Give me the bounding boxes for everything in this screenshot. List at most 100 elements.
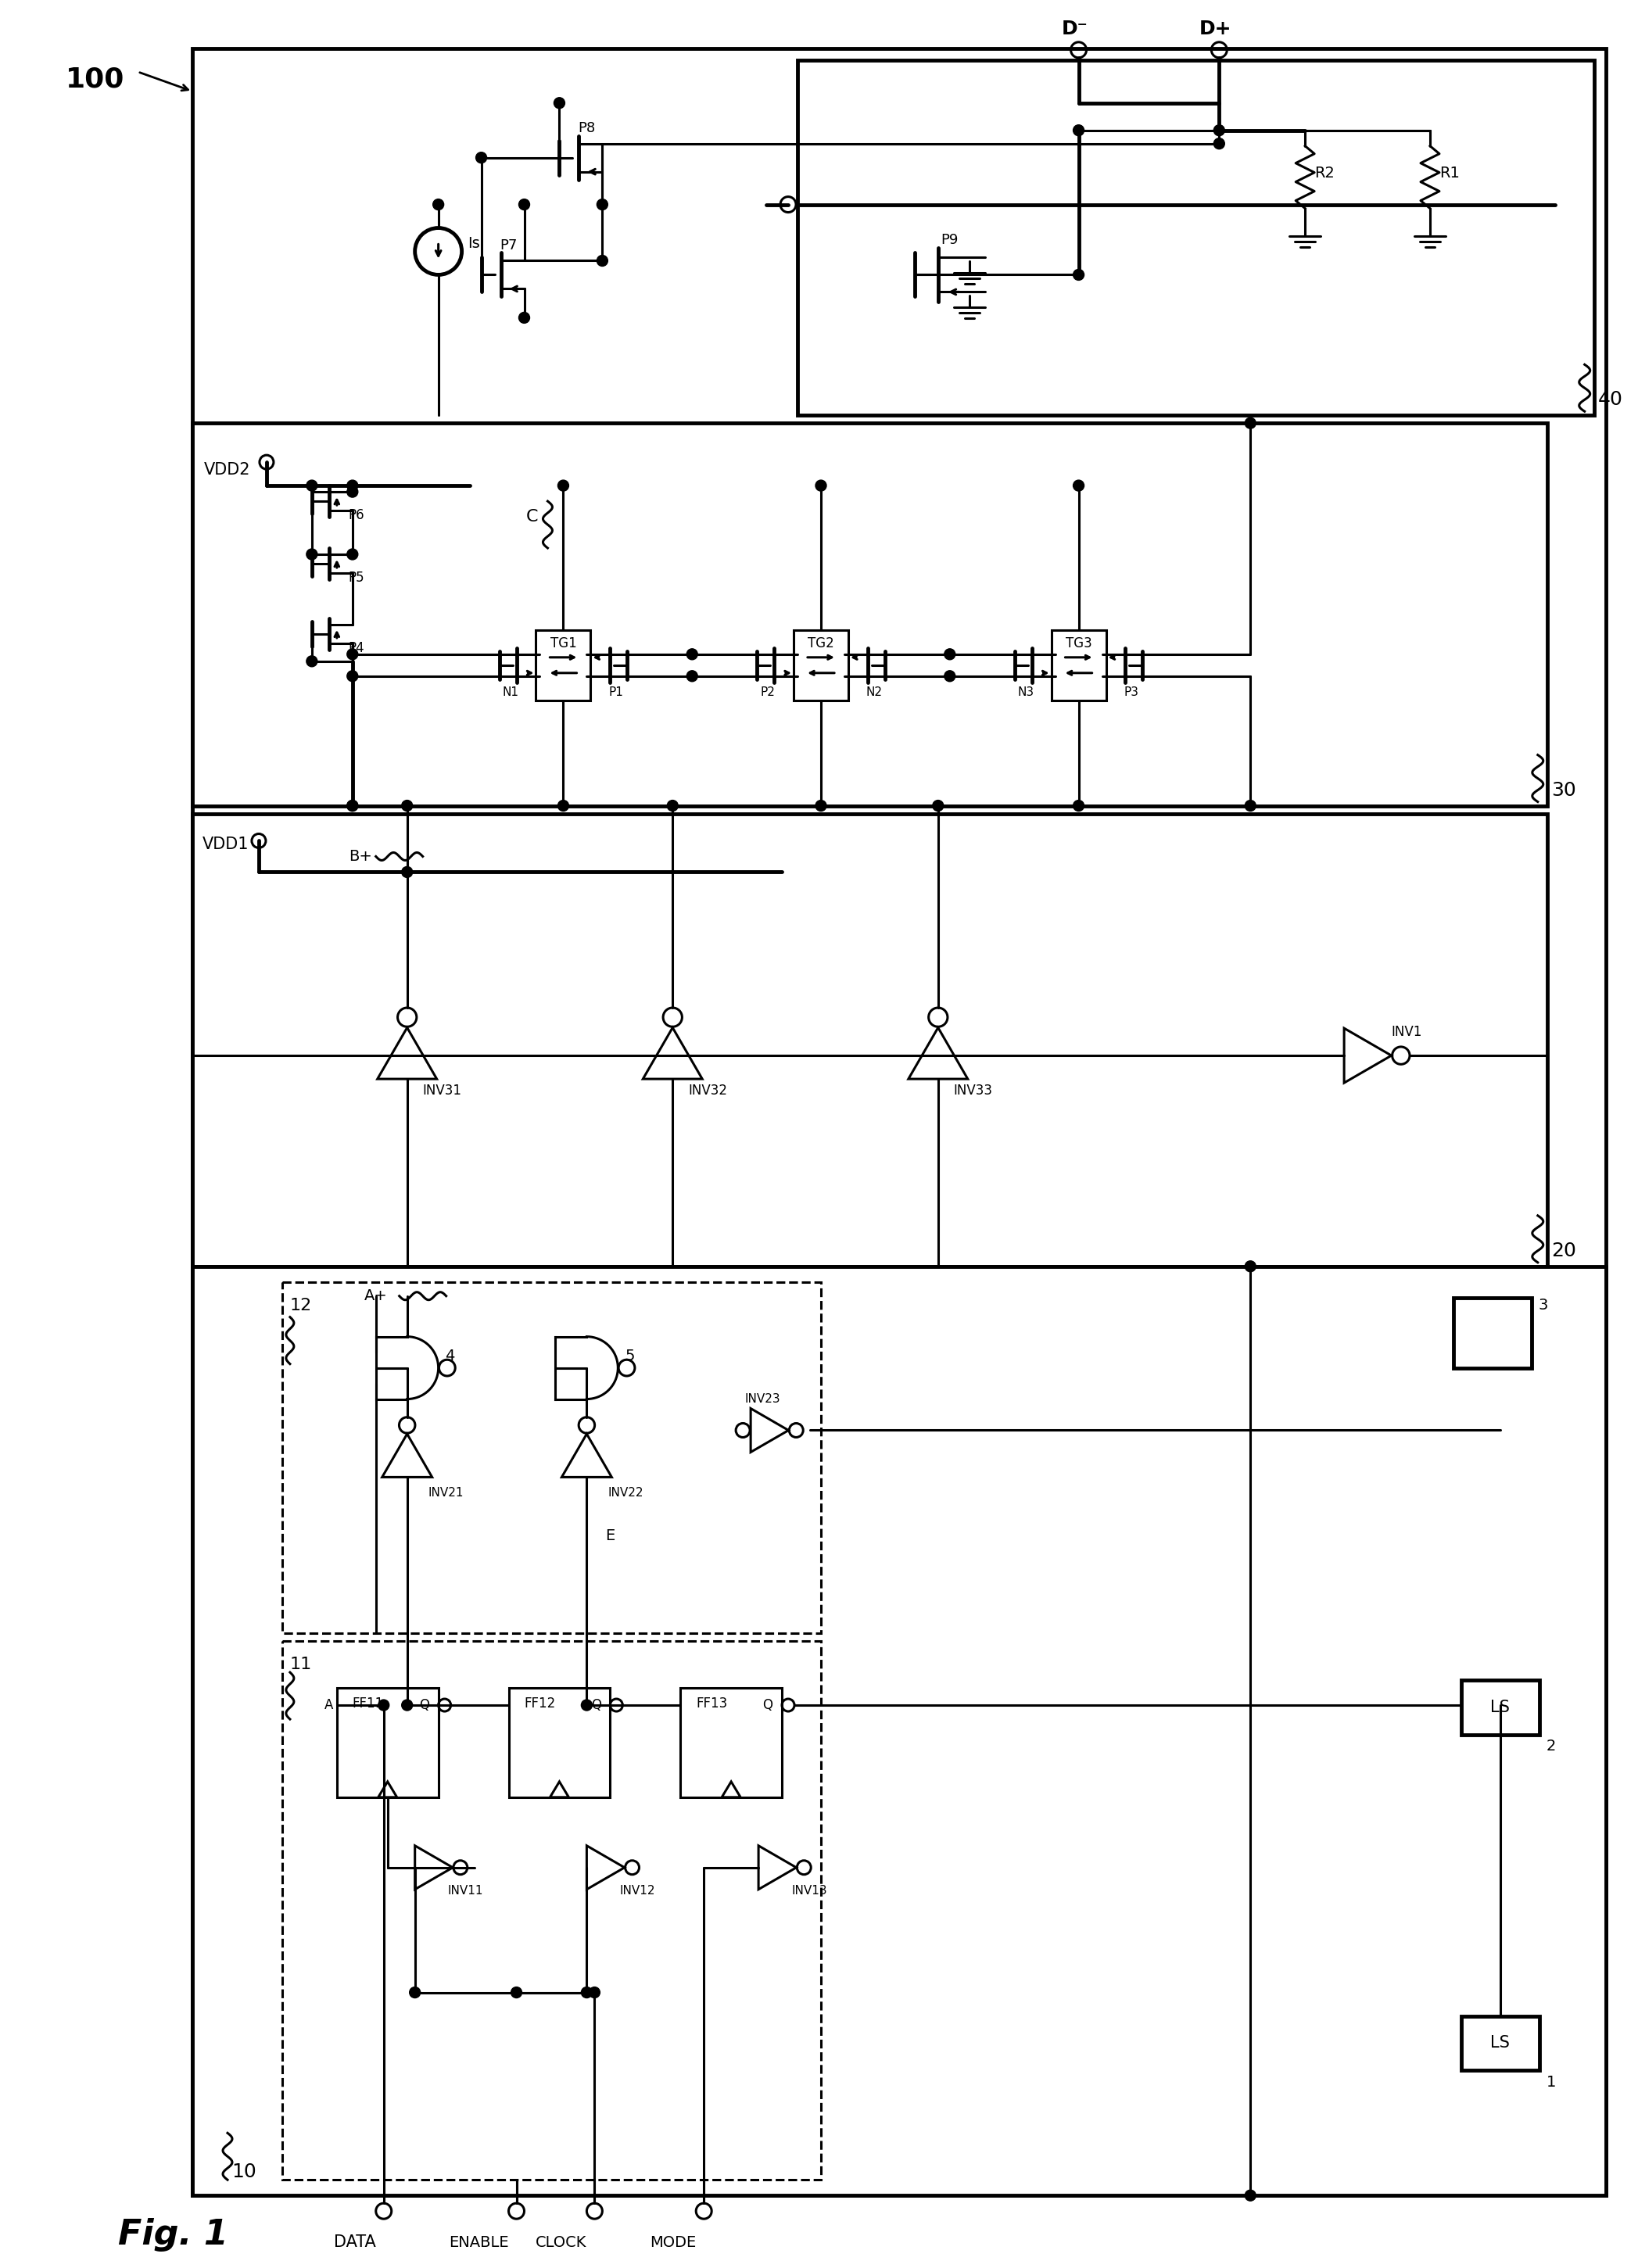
- Circle shape: [410, 1987, 421, 1998]
- Circle shape: [559, 481, 568, 492]
- Circle shape: [1245, 2191, 1256, 2200]
- Text: D⁻: D⁻: [1061, 20, 1088, 39]
- Circle shape: [306, 549, 318, 560]
- Text: INV1: INV1: [1391, 1025, 1422, 1039]
- Circle shape: [816, 801, 827, 812]
- Bar: [509, 1687, 609, 1796]
- Bar: [1461, 1681, 1540, 1735]
- Circle shape: [1214, 138, 1225, 150]
- Circle shape: [559, 801, 568, 812]
- Circle shape: [306, 655, 318, 667]
- Text: 4: 4: [446, 1349, 455, 1363]
- Text: C: C: [526, 508, 539, 524]
- Circle shape: [347, 801, 359, 812]
- Circle shape: [686, 649, 698, 660]
- Bar: [192, 48, 1605, 2195]
- Bar: [192, 424, 1548, 805]
- Bar: [282, 1281, 821, 1633]
- Circle shape: [475, 152, 486, 163]
- Text: Q: Q: [591, 1699, 601, 1712]
- Circle shape: [667, 801, 678, 812]
- Circle shape: [554, 98, 565, 109]
- Text: FF11: FF11: [352, 1696, 383, 1710]
- Text: DATA: DATA: [334, 2234, 375, 2250]
- Bar: [794, 631, 848, 701]
- Circle shape: [511, 1987, 523, 1998]
- Text: D+: D+: [1199, 20, 1232, 39]
- Circle shape: [1245, 1261, 1256, 1272]
- Circle shape: [1073, 125, 1084, 136]
- Circle shape: [1073, 801, 1084, 812]
- Circle shape: [945, 649, 955, 660]
- Text: N3: N3: [1017, 687, 1034, 699]
- Circle shape: [686, 671, 698, 683]
- Text: 30: 30: [1551, 780, 1576, 798]
- Text: A: A: [324, 1699, 334, 1712]
- Text: N1: N1: [501, 687, 518, 699]
- Text: P1: P1: [609, 687, 624, 699]
- Text: 2: 2: [1546, 1740, 1556, 1753]
- Text: FF13: FF13: [696, 1696, 727, 1710]
- Text: INV31: INV31: [423, 1084, 462, 1098]
- Circle shape: [347, 549, 359, 560]
- Text: VDD2: VDD2: [205, 463, 251, 479]
- Circle shape: [347, 485, 359, 497]
- Circle shape: [347, 801, 359, 812]
- Text: INV22: INV22: [608, 1488, 644, 1499]
- Text: P8: P8: [578, 120, 595, 136]
- Text: B+: B+: [349, 848, 372, 864]
- Bar: [1461, 2016, 1540, 2071]
- Text: E: E: [606, 1529, 614, 1542]
- Text: Fig. 1: Fig. 1: [118, 2218, 228, 2252]
- Text: INV23: INV23: [745, 1393, 780, 1404]
- Circle shape: [945, 671, 955, 683]
- Text: CLOCK: CLOCK: [536, 2234, 586, 2250]
- Circle shape: [347, 649, 359, 660]
- Text: R1: R1: [1440, 166, 1459, 181]
- Text: 20: 20: [1551, 1241, 1576, 1261]
- Text: LS: LS: [1491, 2034, 1510, 2050]
- Text: N2: N2: [867, 687, 883, 699]
- Circle shape: [306, 481, 318, 492]
- Bar: [337, 1687, 439, 1796]
- Text: TG3: TG3: [1065, 637, 1093, 651]
- Text: 10: 10: [231, 2164, 256, 2182]
- Text: Is: Is: [467, 236, 480, 252]
- Bar: [282, 1642, 821, 2180]
- Text: INV21: INV21: [429, 1488, 464, 1499]
- Circle shape: [1214, 125, 1225, 136]
- Text: 12: 12: [290, 1297, 313, 1313]
- Circle shape: [432, 200, 444, 211]
- Text: Q: Q: [763, 1699, 773, 1712]
- Circle shape: [1073, 270, 1084, 281]
- Text: A+: A+: [364, 1288, 388, 1304]
- Text: INV32: INV32: [688, 1084, 727, 1098]
- Circle shape: [590, 1987, 600, 1998]
- Text: ENABLE: ENABLE: [449, 2234, 509, 2250]
- Bar: [192, 1266, 1605, 2195]
- Text: P6: P6: [349, 508, 364, 522]
- Circle shape: [347, 481, 359, 492]
- Circle shape: [401, 866, 413, 878]
- Circle shape: [596, 256, 608, 265]
- Circle shape: [581, 1987, 593, 1998]
- Text: FF12: FF12: [524, 1696, 555, 1710]
- Circle shape: [581, 1699, 593, 1710]
- Text: INV33: INV33: [953, 1084, 993, 1098]
- Circle shape: [596, 200, 608, 211]
- Circle shape: [401, 801, 413, 812]
- Text: P7: P7: [500, 238, 518, 252]
- Text: 11: 11: [290, 1656, 313, 1672]
- Text: P5: P5: [349, 572, 364, 585]
- Bar: [680, 1687, 781, 1796]
- Bar: [536, 631, 591, 701]
- Text: P9: P9: [942, 234, 958, 247]
- Text: 5: 5: [624, 1349, 634, 1363]
- Circle shape: [1245, 417, 1256, 429]
- Text: INV11: INV11: [447, 1885, 483, 1896]
- Text: 40: 40: [1599, 390, 1623, 408]
- Bar: [192, 814, 1548, 1266]
- Circle shape: [347, 671, 359, 683]
- Text: MODE: MODE: [650, 2234, 696, 2250]
- Text: P3: P3: [1124, 687, 1138, 699]
